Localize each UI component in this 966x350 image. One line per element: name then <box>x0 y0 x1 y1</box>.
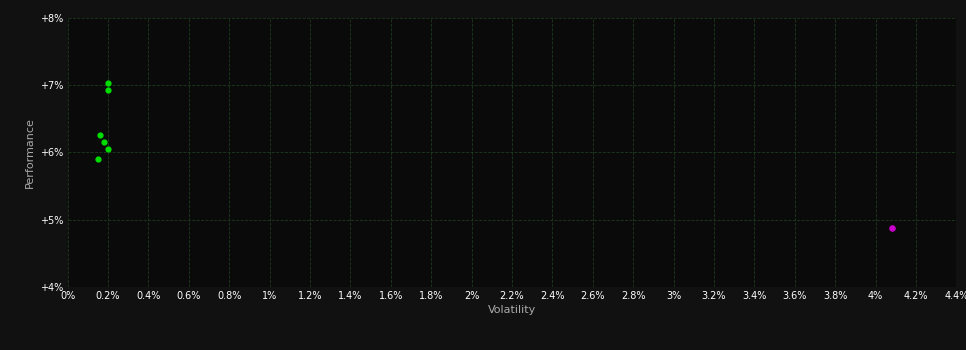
Point <box>100 87 116 92</box>
Point <box>100 146 116 152</box>
Y-axis label: Performance: Performance <box>24 117 35 188</box>
Point <box>92 133 107 138</box>
Point <box>100 80 116 86</box>
Point <box>884 226 899 231</box>
Point <box>97 139 112 145</box>
Point <box>90 156 105 162</box>
X-axis label: Volatility: Volatility <box>488 305 536 315</box>
